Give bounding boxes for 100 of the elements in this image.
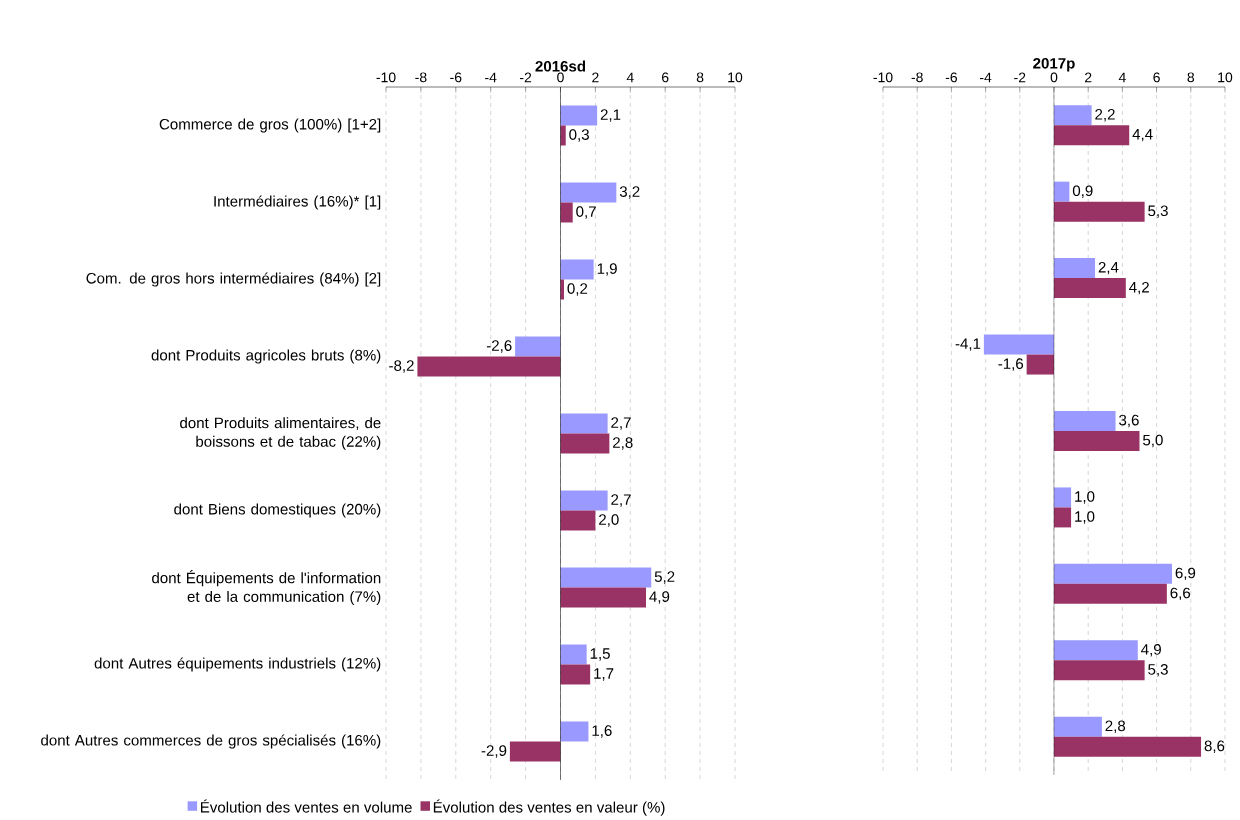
bar bbox=[417, 356, 561, 377]
x-tick-label: 10 bbox=[728, 72, 743, 83]
data-label: 5,3 bbox=[1148, 205, 1168, 218]
data-label: -2,9 bbox=[481, 745, 507, 758]
y-tick-label: Com. de gros hors intermédiaires (84%) [2] bbox=[86, 272, 381, 287]
bar bbox=[560, 644, 587, 665]
data-label: 1,6 bbox=[592, 725, 612, 738]
y-tick-label: dont Produits alimentaires, de boissons et de tabac (22%) bbox=[180, 417, 381, 450]
data-label: 3,2 bbox=[619, 186, 640, 199]
data-label: 3,6 bbox=[1119, 414, 1139, 428]
bar bbox=[560, 587, 646, 608]
data-label: -2,6 bbox=[486, 340, 512, 353]
x-tick-label: 6 bbox=[1153, 72, 1160, 83]
bar bbox=[1053, 736, 1202, 757]
data-label: 1,9 bbox=[597, 263, 617, 276]
legend-label: Évolution des ventes en valeur (%) bbox=[433, 799, 665, 816]
bar bbox=[560, 259, 594, 280]
bar bbox=[560, 567, 652, 588]
y-tick-label: Intermédiaires (16%)* [1] bbox=[214, 195, 381, 210]
x-tick-label: -4 bbox=[485, 72, 497, 83]
bar bbox=[1053, 201, 1145, 222]
data-label: 1,7 bbox=[594, 668, 614, 681]
x-tick-label: 0 bbox=[557, 72, 564, 83]
bar bbox=[560, 413, 608, 434]
x-tick-label: 4 bbox=[626, 72, 634, 83]
chart-title: 2017p bbox=[1033, 58, 1075, 72]
data-label: 2,8 bbox=[613, 437, 633, 450]
bar bbox=[560, 433, 610, 454]
data-label: -4,1 bbox=[955, 338, 981, 351]
bar bbox=[560, 721, 589, 742]
x-tick-label: -6 bbox=[450, 72, 462, 83]
data-label: 8,6 bbox=[1204, 740, 1225, 754]
bar bbox=[1053, 105, 1092, 126]
y-tick-label: dont Équipements de l'information et de la communication (7%) bbox=[152, 570, 381, 605]
data-label: 0,9 bbox=[1072, 185, 1093, 198]
bar bbox=[1053, 716, 1102, 737]
data-label: 6,9 bbox=[1175, 567, 1196, 581]
bar bbox=[1053, 431, 1140, 452]
bar bbox=[1053, 258, 1096, 279]
y-tick-label: dont Autres commerces de gros spécialisés (16%) bbox=[41, 734, 381, 749]
data-label: 1,0 bbox=[1075, 511, 1095, 524]
data-label: 4,4 bbox=[1132, 129, 1153, 142]
bar bbox=[1053, 563, 1172, 584]
bar bbox=[1053, 411, 1116, 432]
x-tick-label: -8 bbox=[415, 72, 427, 83]
bar bbox=[1053, 640, 1138, 661]
data-label: 5,3 bbox=[1148, 664, 1168, 677]
data-label: 0,3 bbox=[569, 129, 589, 142]
legend-label: Évolution des ventes en volume bbox=[201, 799, 412, 813]
x-tick-label: -4 bbox=[980, 72, 992, 83]
data-label: 5,2 bbox=[654, 571, 675, 584]
bar bbox=[560, 125, 566, 146]
bar bbox=[560, 182, 617, 203]
data-label: 1,5 bbox=[590, 648, 610, 661]
x-tick-label: 0 bbox=[1050, 72, 1058, 83]
x-tick-label: 10 bbox=[1218, 72, 1233, 83]
x-tick-label: -2 bbox=[1014, 72, 1026, 83]
data-label: 0,7 bbox=[576, 206, 596, 219]
bar bbox=[1053, 487, 1072, 508]
data-label: 4,9 bbox=[1141, 644, 1161, 657]
x-tick-label: -10 bbox=[376, 72, 396, 83]
y-tick-label: dont Biens domestiques (20%) bbox=[174, 503, 381, 518]
bar bbox=[515, 336, 561, 357]
data-label: 2,8 bbox=[1105, 720, 1126, 734]
chart-title: 2016sd bbox=[535, 60, 586, 72]
bar bbox=[560, 105, 598, 126]
bar bbox=[560, 202, 573, 223]
bar bbox=[1053, 125, 1130, 146]
bar bbox=[1053, 660, 1145, 681]
data-label: 2,0 bbox=[599, 514, 619, 527]
data-label: -1,6 bbox=[998, 358, 1024, 371]
x-tick-label: 8 bbox=[696, 72, 704, 83]
data-label: 2,7 bbox=[611, 494, 631, 507]
bar bbox=[1053, 181, 1070, 202]
data-label: 5,0 bbox=[1143, 434, 1163, 448]
x-tick-label: -8 bbox=[911, 72, 923, 83]
bar bbox=[560, 510, 596, 531]
y-tick-label: Commerce de gros (100%) [1+2] bbox=[159, 118, 381, 133]
x-tick-label: 6 bbox=[662, 72, 669, 83]
data-label: -8,2 bbox=[389, 360, 414, 373]
bar bbox=[1053, 583, 1167, 604]
x-tick-label: -2 bbox=[520, 72, 532, 83]
bar bbox=[560, 490, 608, 511]
data-label: 2,4 bbox=[1098, 261, 1119, 275]
data-label: 2,2 bbox=[1095, 109, 1115, 122]
x-tick-label: -10 bbox=[873, 72, 893, 83]
data-label: 2,7 bbox=[611, 417, 631, 430]
x-tick-label: 8 bbox=[1187, 72, 1195, 83]
y-tick-label: dont Produits agricoles bruts (8%) bbox=[151, 349, 381, 364]
data-label: 2,1 bbox=[600, 109, 621, 122]
bar bbox=[1053, 507, 1072, 528]
bar bbox=[560, 664, 591, 685]
x-tick-label: 4 bbox=[1118, 72, 1126, 83]
bar bbox=[509, 741, 561, 762]
data-label: 1,0 bbox=[1075, 491, 1095, 504]
data-label: 4,2 bbox=[1129, 281, 1149, 295]
data-label: 6,6 bbox=[1170, 587, 1191, 601]
data-label: 4,9 bbox=[649, 591, 670, 604]
bar bbox=[1026, 354, 1054, 375]
bar bbox=[983, 334, 1054, 355]
